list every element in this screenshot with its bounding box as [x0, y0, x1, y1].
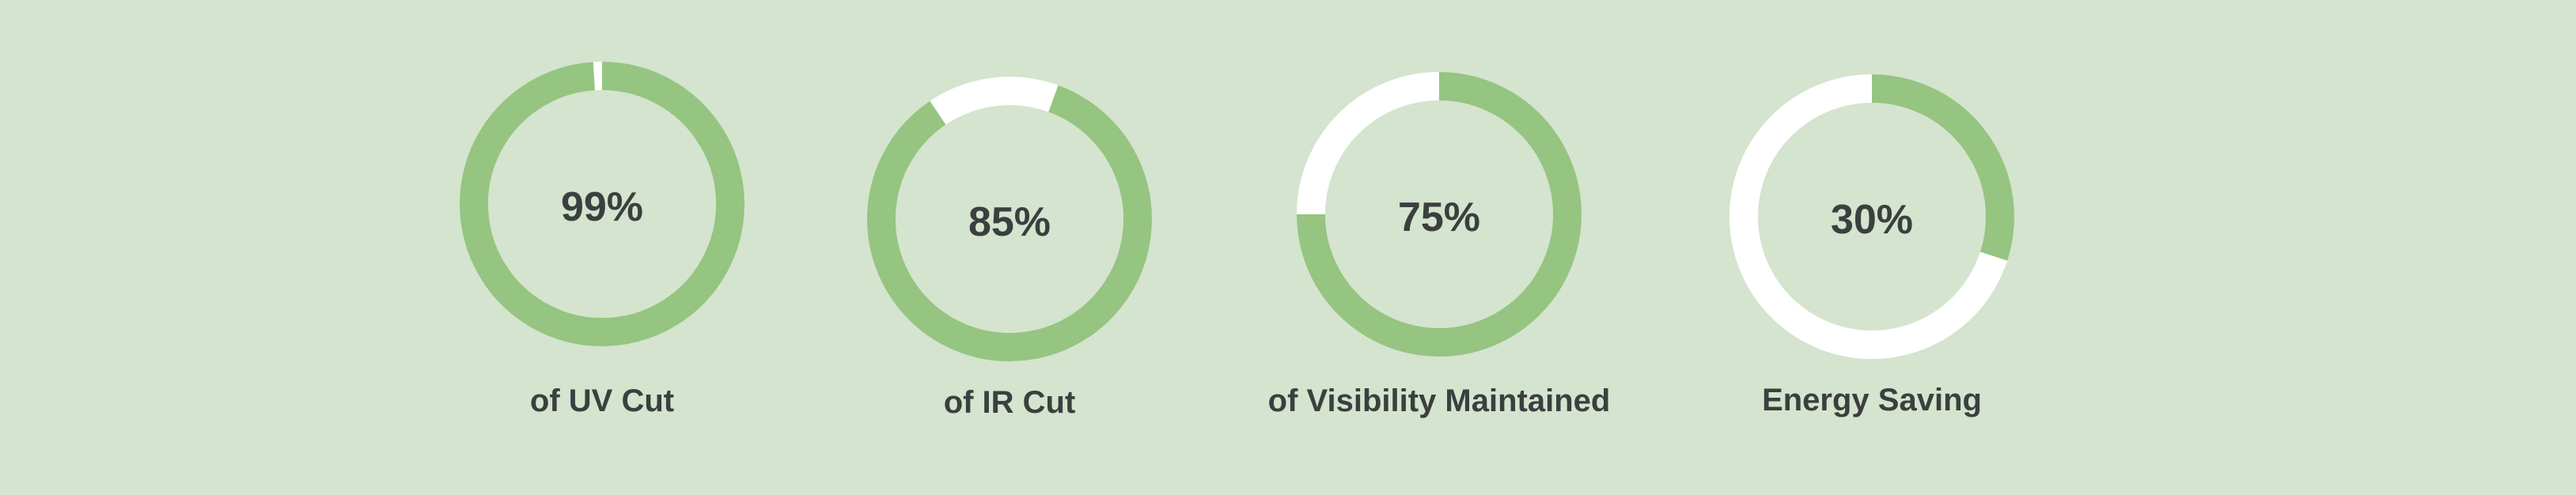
donut-chart-energy-saving: 30% Energy Saving: [1729, 74, 2014, 418]
donut-caption: of UV Cut: [530, 384, 674, 418]
donut-value-label: 75%: [1398, 195, 1480, 240]
donut-chart-ir-cut: 85% of IR Cut: [867, 77, 1152, 420]
donut-chart-uv-cut: 99% of UV Cut: [460, 62, 744, 418]
donut-filled-arc: [460, 62, 744, 346]
donut-filled-arc: [867, 85, 1152, 361]
donut-filled-arc: [1297, 72, 1582, 357]
donut-caption: Energy Saving: [1762, 383, 1982, 418]
donut-caption: of IR Cut: [944, 385, 1076, 420]
donut-caption: of Visibility Maintained: [1268, 384, 1611, 418]
donut-chart-visibility: 75% of Visibility Maintained: [1268, 72, 1611, 418]
donut-filled-arc: [1871, 74, 2014, 261]
donut-value-label: 85%: [968, 199, 1051, 245]
donut-value-label: 99%: [561, 184, 643, 230]
donut-value-label: 30%: [1831, 197, 1913, 243]
